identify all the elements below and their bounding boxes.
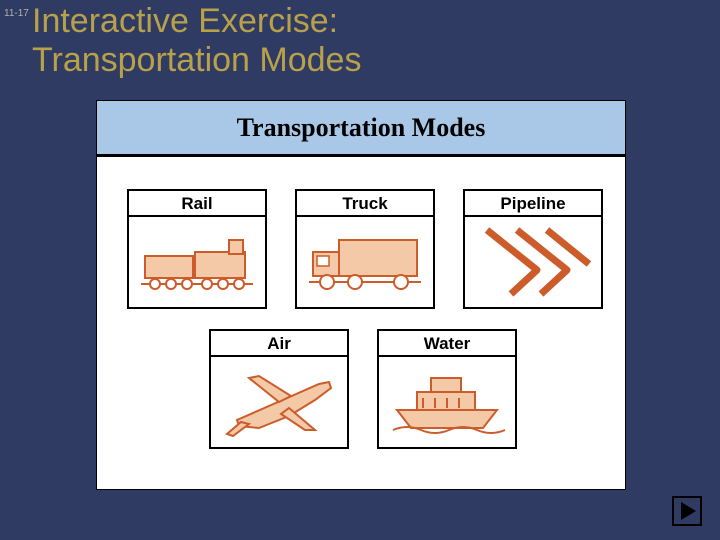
title-line-2: Transportation Modes <box>32 41 361 80</box>
truck-icon <box>297 217 433 307</box>
mode-card-air[interactable]: Air <box>209 329 349 449</box>
mode-card-label: Air <box>211 331 347 357</box>
mode-card-label: Pipeline <box>465 191 601 217</box>
panel-header: Transportation Modes <box>97 101 625 157</box>
water-icon <box>379 357 515 447</box>
mode-card-label: Rail <box>129 191 265 217</box>
title-line-1: Interactive Exercise: <box>32 2 338 40</box>
mode-card-rail[interactable]: Rail <box>127 189 267 309</box>
mode-card-label: Truck <box>297 191 433 217</box>
air-icon <box>211 357 347 447</box>
play-button[interactable] <box>672 496 702 526</box>
modes-panel: Transportation Modes Rail Truck Pipeline… <box>96 100 626 490</box>
mode-card-pipeline[interactable]: Pipeline <box>463 189 603 309</box>
mode-card-truck[interactable]: Truck <box>295 189 435 309</box>
slide-title: Interactive Exercise: Transportation Mod… <box>32 2 361 80</box>
pipeline-icon <box>465 217 601 307</box>
modes-grid: Rail Truck Pipeline Air Water <box>97 157 625 491</box>
mode-card-water[interactable]: Water <box>377 329 517 449</box>
rail-icon <box>129 217 265 307</box>
page-number: 11-17 <box>4 8 29 19</box>
mode-card-label: Water <box>379 331 515 357</box>
slide: 11-17 Interactive Exercise: Transportati… <box>0 0 720 540</box>
